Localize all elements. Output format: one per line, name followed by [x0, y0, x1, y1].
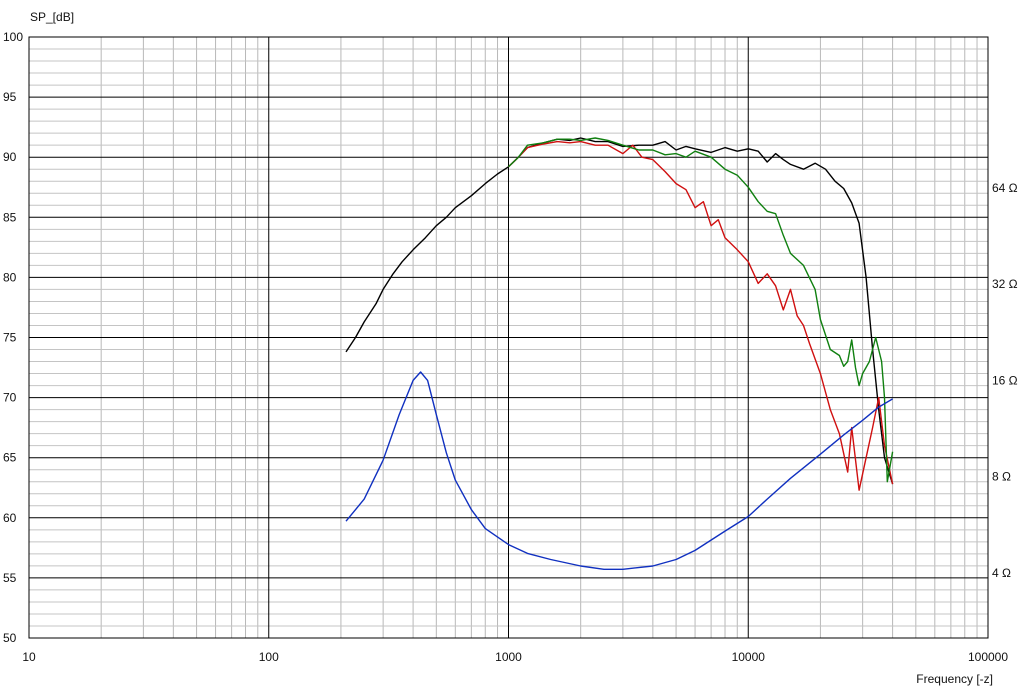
y-tick-label: 95: [3, 90, 17, 104]
series-line-1: [345, 137, 894, 485]
x-tick-label: 10: [22, 650, 36, 664]
y2-tick-label: 32 Ω: [992, 277, 1018, 291]
y2-tick-label: 4 Ω: [992, 566, 1011, 580]
y-tick-label: 50: [3, 631, 17, 645]
series-layer: [345, 137, 894, 570]
x-tick-label: 100: [259, 650, 279, 664]
y-tick-label: 65: [3, 451, 17, 465]
y2-tick-label: 8 Ω: [992, 470, 1011, 484]
y-axis-label: SP_[dB]: [30, 10, 74, 24]
y-tick-label: 100: [3, 30, 23, 44]
y-tick-label: 80: [3, 270, 17, 284]
x-tick-label: 1000: [495, 650, 522, 664]
series-line-2: [508, 140, 894, 491]
y-tick-label: 85: [3, 210, 17, 224]
y-tick-label: 60: [3, 511, 17, 525]
y-tick-label: 55: [3, 571, 17, 585]
tick-labels: 100 95 90 85 80 75 70 65 60 55 50 10 100 1000 10000 100…: [3, 30, 1018, 664]
series-line-4: [345, 371, 893, 570]
x-axis-label: Frequency [-z]: [916, 672, 993, 686]
x-tick-label: 10000: [732, 650, 766, 664]
y-tick-label: 90: [3, 150, 17, 164]
y2-tick-label: 16 Ω: [992, 373, 1018, 387]
y-tick-label: 75: [3, 331, 17, 345]
y2-tick-label: 64 Ω: [992, 181, 1018, 195]
x-tick-label: 100000: [968, 650, 1008, 664]
y-tick-label: 70: [3, 391, 17, 405]
series-line-3: [508, 137, 894, 483]
plot-frame: [28, 36, 989, 639]
